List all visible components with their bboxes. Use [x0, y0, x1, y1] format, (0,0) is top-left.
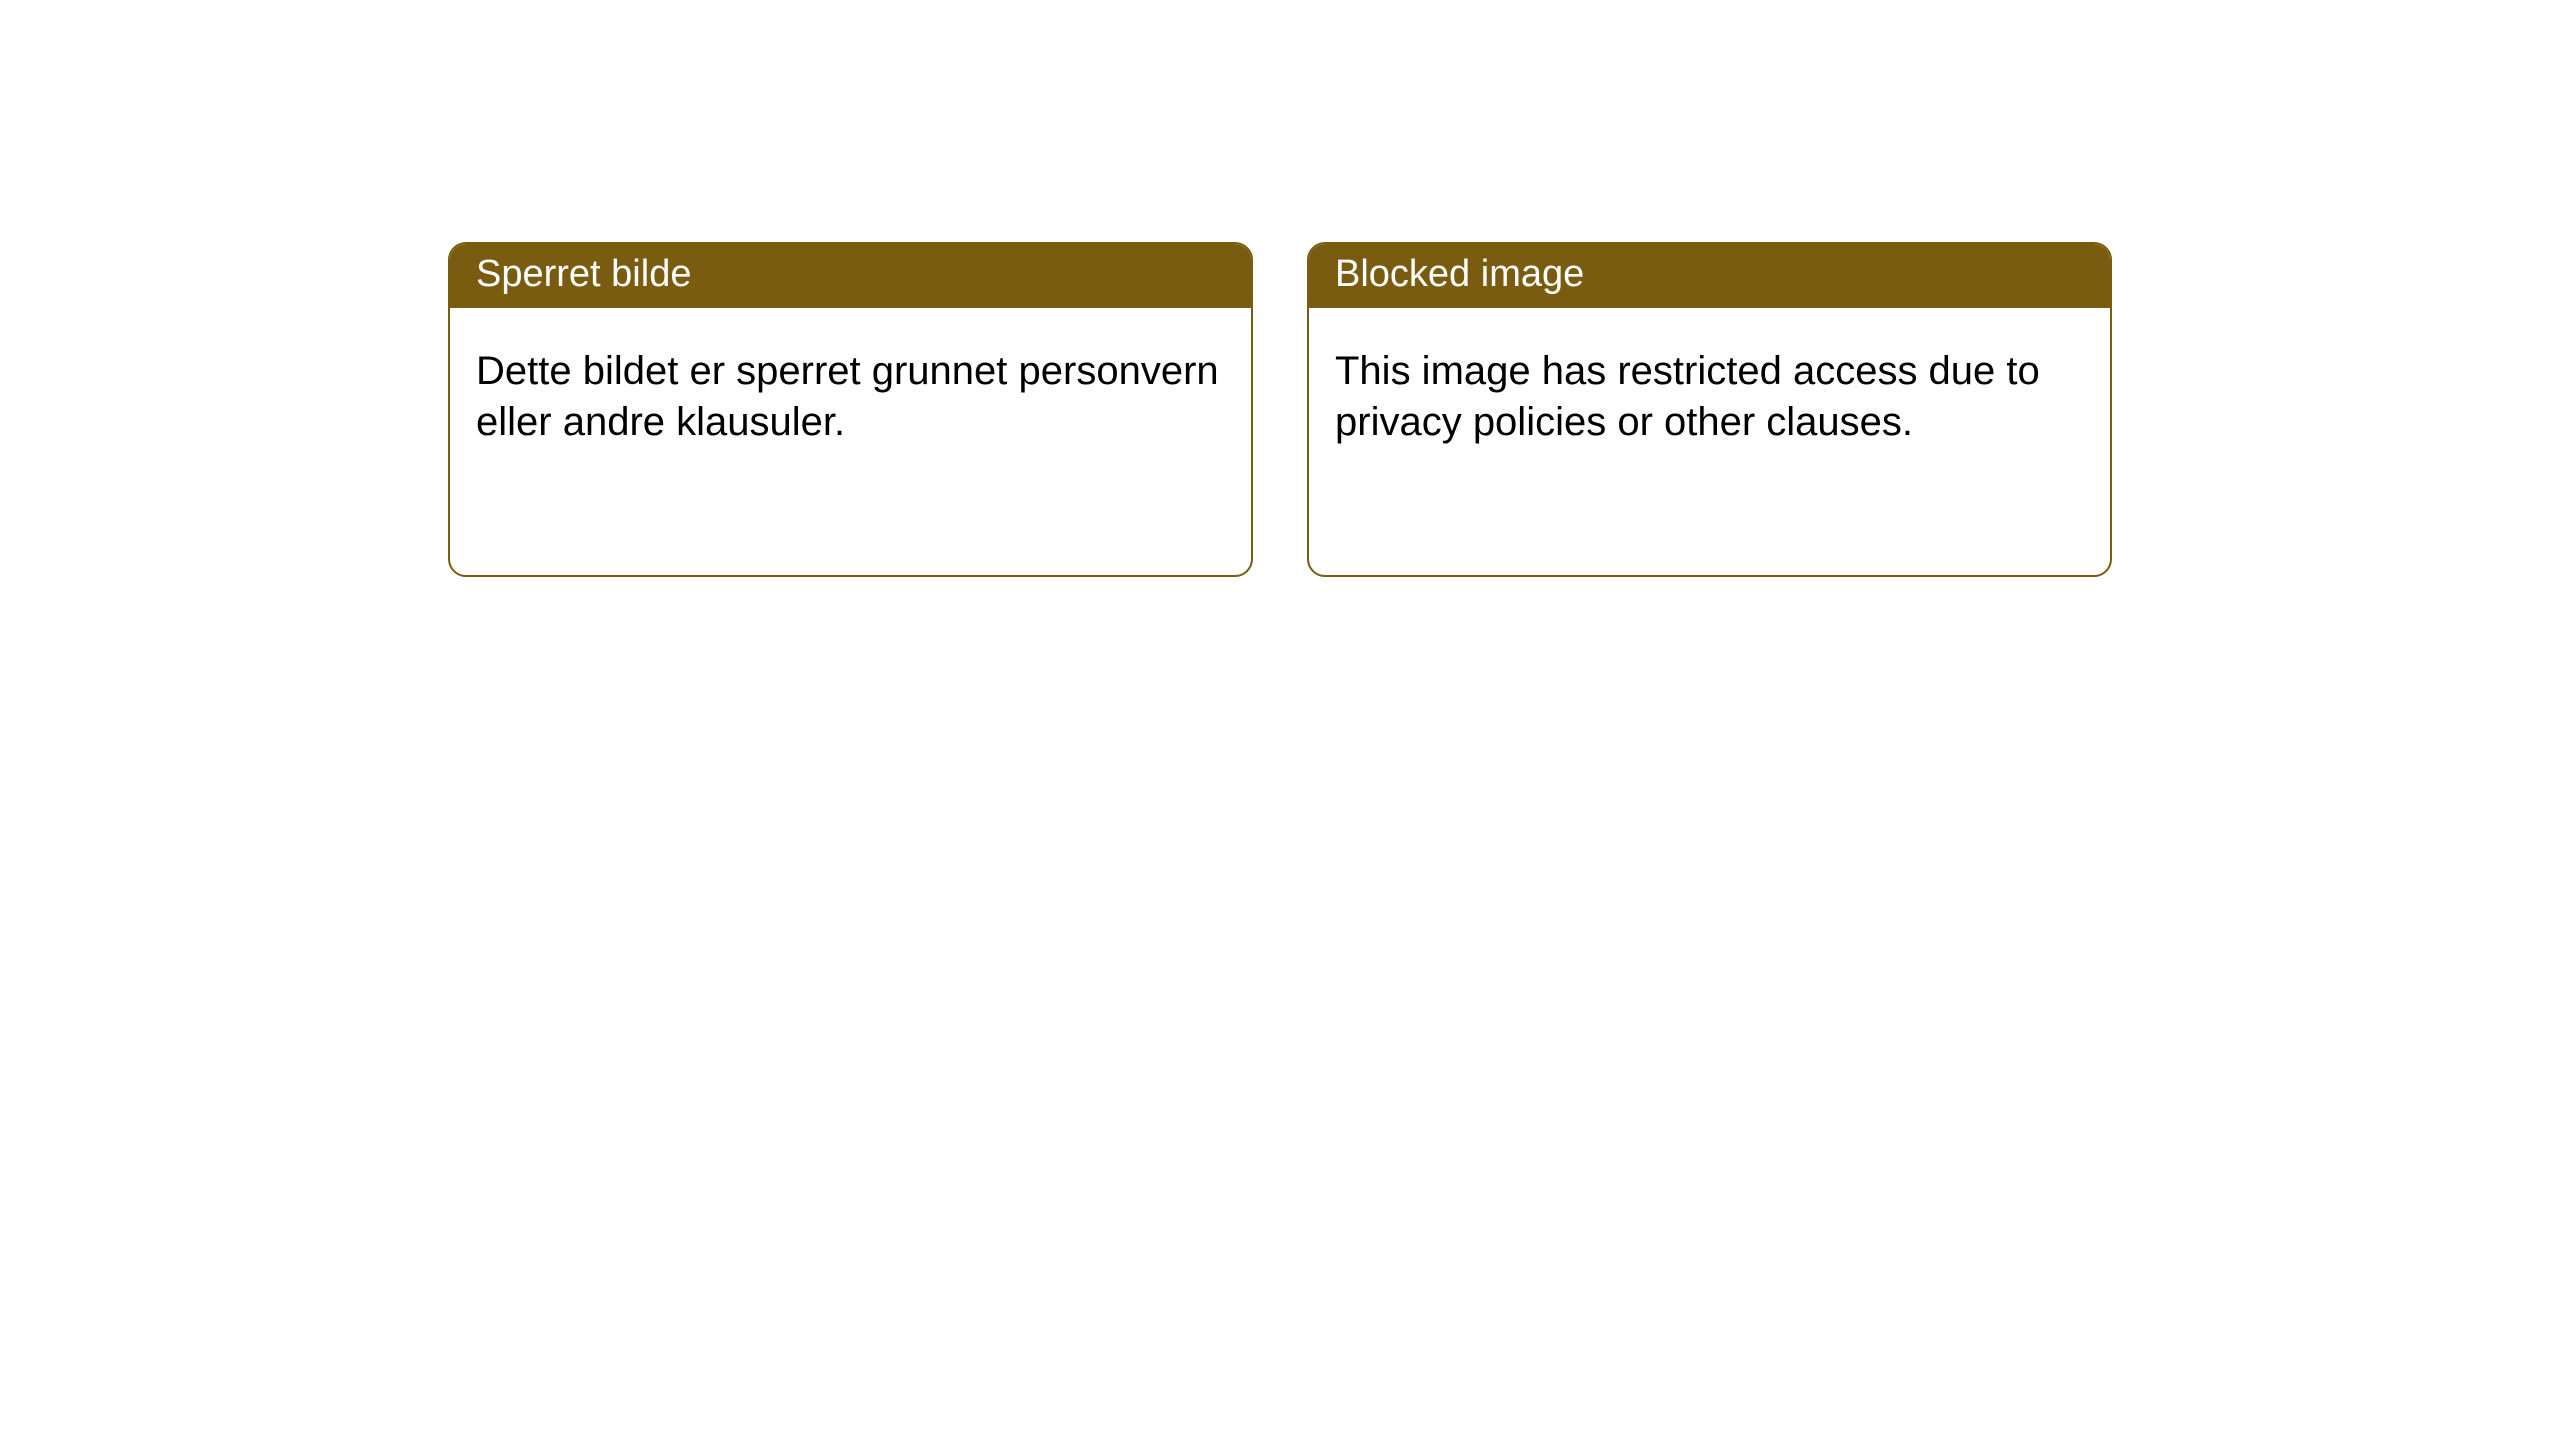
- notice-card-norwegian: Sperret bilde Dette bildet er sperret gr…: [448, 242, 1253, 577]
- notice-card-english: Blocked image This image has restricted …: [1307, 242, 2112, 577]
- notice-title-norwegian: Sperret bilde: [450, 244, 1251, 308]
- notice-container: Sperret bilde Dette bildet er sperret gr…: [0, 0, 2560, 577]
- notice-body-english: This image has restricted access due to …: [1309, 308, 2110, 474]
- notice-title-english: Blocked image: [1309, 244, 2110, 308]
- notice-body-norwegian: Dette bildet er sperret grunnet personve…: [450, 308, 1251, 474]
